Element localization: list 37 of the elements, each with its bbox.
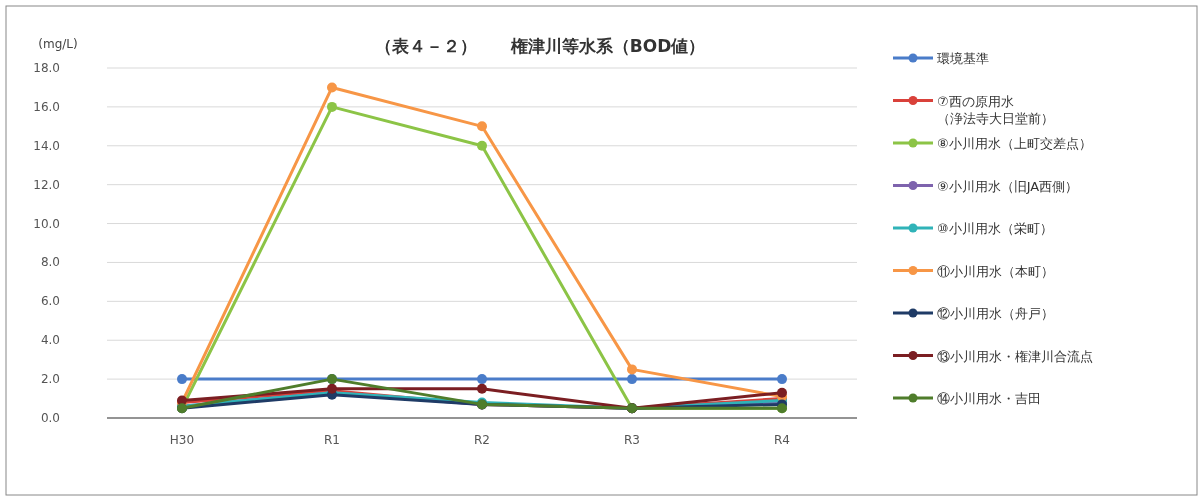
legend-label: ⑭小川用水・吉田 [937,391,1041,406]
point [177,374,187,385]
y-tick-label: 12.0 [33,177,60,192]
point [627,364,637,375]
y-tick-label: 6.0 [40,294,60,309]
point [327,82,337,93]
legend-label: 環境基準 [937,51,989,66]
y-tick-label: 2.0 [40,372,60,387]
point [477,374,487,385]
legend-label: ⑩小川用水（栄町） [937,221,1053,236]
x-tick-label: R1 [324,433,340,447]
y-axis-title: (mg/L) [38,37,78,51]
legend-label: ⑫小川用水（舟戸） [937,306,1054,321]
point [777,387,787,398]
chart-title: （表４－２） 権津川等水系（BOD値） [374,36,706,56]
y-tick-label: 4.0 [40,333,60,348]
point [777,374,787,385]
x-tick-label: R2 [474,433,490,447]
x-tick-label: R3 [624,433,640,447]
point [477,140,487,151]
y-tick-label: 16.0 [33,99,60,114]
point [477,383,487,394]
legend-label: ⑨小川用水（旧JA西側） [937,178,1079,194]
legend-label: ⑧小川用水（上町交差点） [937,136,1092,151]
legend-label: ⑪小川用水（本町） [937,263,1054,279]
point [627,374,637,385]
y-tick-label: 14.0 [33,138,60,153]
y-tick-label: 8.0 [40,255,60,270]
legend-label: ⑦西の原用水（浄法寺大日堂前） [937,93,1054,126]
y-tick-label: 10.0 [33,216,60,231]
x-tick-label: R4 [774,433,790,447]
legend-label: ⑬小川用水・権津川合流点 [937,348,1093,364]
point [327,101,337,112]
y-tick-label: 18.0 [33,61,60,75]
y-tick-label: 0.0 [40,411,60,425]
point [477,121,487,132]
x-tick-label: H30 [169,433,195,447]
